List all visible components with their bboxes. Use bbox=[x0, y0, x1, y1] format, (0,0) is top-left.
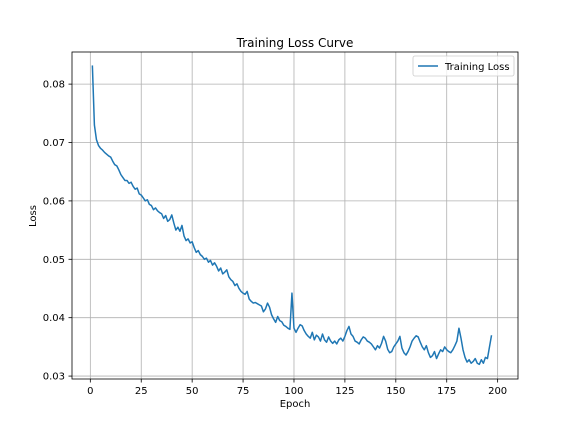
x-tick-label: 75 bbox=[237, 386, 250, 397]
y-tick-label: 0.03 bbox=[43, 372, 65, 383]
training-loss-line bbox=[91, 65, 493, 366]
x-tick-label: 125 bbox=[335, 386, 354, 397]
y-tick-label: 0.05 bbox=[43, 255, 65, 266]
x-tick-label: 150 bbox=[386, 386, 405, 397]
legend: Training Loss bbox=[412, 55, 515, 77]
y-tick-label: 0.08 bbox=[43, 80, 65, 91]
x-tick-label: 200 bbox=[488, 386, 507, 397]
legend-box bbox=[412, 55, 515, 77]
x-axis-label: Epoch bbox=[280, 399, 311, 410]
x-tick-label: 25 bbox=[135, 386, 148, 397]
legend-entry-training-loss: Training Loss bbox=[444, 62, 510, 73]
x-tick-label: 175 bbox=[437, 386, 456, 397]
x-tick-label: 0 bbox=[87, 386, 93, 397]
chart-title: Training Loss Curve bbox=[236, 36, 354, 50]
y-tick-label: 0.07 bbox=[43, 138, 65, 149]
y-axis-label: Loss bbox=[28, 205, 39, 227]
x-tick-label: 100 bbox=[284, 386, 303, 397]
tick-layer: 0 25 50 75 100 125 150 175 200 0.03 0.04 0.05 0.06 0.… bbox=[43, 80, 507, 397]
y-tick-label: 0.04 bbox=[43, 313, 65, 324]
grid-layer bbox=[72, 52, 518, 379]
y-tick-label: 0.06 bbox=[43, 196, 65, 207]
x-tick-label: 50 bbox=[186, 386, 199, 397]
plot-frame bbox=[71, 51, 519, 380]
